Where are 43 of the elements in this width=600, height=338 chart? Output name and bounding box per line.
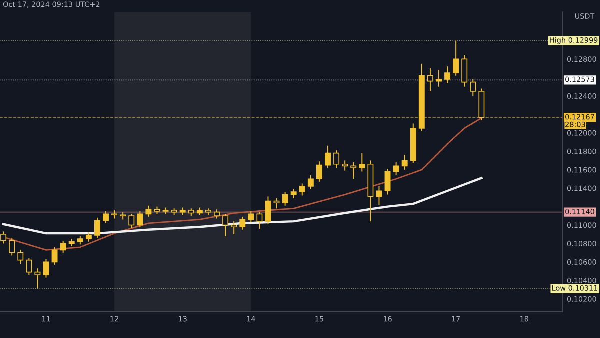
candlestick xyxy=(214,209,220,220)
candlestick xyxy=(256,212,263,230)
candlestick xyxy=(128,214,135,229)
candlestick xyxy=(137,210,144,228)
candlestick xyxy=(60,240,66,254)
candlestick xyxy=(231,221,238,235)
candlestick xyxy=(436,70,442,88)
candlestick xyxy=(350,162,357,180)
candlestick xyxy=(376,186,382,206)
candlestick xyxy=(240,216,246,230)
candlestick xyxy=(402,154,408,170)
line-series xyxy=(2,177,483,235)
candlestick xyxy=(393,162,400,176)
candlestick xyxy=(0,231,7,244)
candlestick xyxy=(9,238,16,256)
candlestick xyxy=(299,183,306,196)
candlestick xyxy=(290,188,297,199)
candlestick xyxy=(444,66,451,84)
candlestick xyxy=(222,214,229,237)
candlestick xyxy=(274,198,280,210)
candlestick xyxy=(427,68,434,92)
candlestick xyxy=(103,210,109,224)
candlestick xyxy=(52,246,58,266)
candlestick xyxy=(342,160,348,172)
candlestick xyxy=(146,205,152,218)
candlestick xyxy=(334,150,340,169)
candlestick xyxy=(43,258,50,278)
candlestick xyxy=(359,152,366,172)
candlestick xyxy=(248,210,254,223)
candlestick xyxy=(325,145,331,169)
candlestick xyxy=(282,192,288,206)
candlestick xyxy=(18,250,24,264)
candlestick xyxy=(462,55,468,88)
candlestick xyxy=(384,168,391,196)
candlestick xyxy=(308,174,314,190)
candlestick xyxy=(470,79,476,97)
candlestick xyxy=(34,268,41,290)
candlestick xyxy=(453,40,460,76)
candlestick xyxy=(265,196,272,225)
candlestick xyxy=(26,258,32,276)
candlestick xyxy=(86,232,92,242)
candlestick xyxy=(316,161,322,182)
candlestick xyxy=(94,217,100,239)
